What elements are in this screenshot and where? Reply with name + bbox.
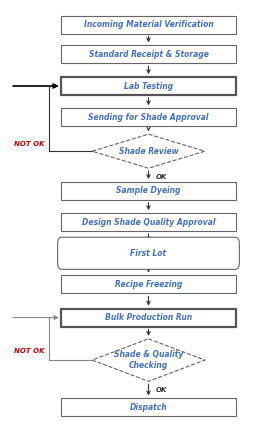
Text: NOT OK: NOT OK xyxy=(14,141,45,147)
Text: Dispatch: Dispatch xyxy=(130,403,167,412)
FancyBboxPatch shape xyxy=(61,182,236,200)
FancyBboxPatch shape xyxy=(61,45,236,63)
FancyBboxPatch shape xyxy=(61,77,236,95)
Text: Shade Review: Shade Review xyxy=(119,147,178,156)
Text: Incoming Material Verification: Incoming Material Verification xyxy=(84,20,213,29)
FancyBboxPatch shape xyxy=(61,276,236,293)
Text: Sending for Shade Approval: Sending for Shade Approval xyxy=(88,113,209,122)
Text: Lab Testing: Lab Testing xyxy=(124,82,173,90)
Text: OK: OK xyxy=(156,174,167,180)
Text: Recipe Freezing: Recipe Freezing xyxy=(115,280,182,289)
FancyBboxPatch shape xyxy=(61,15,236,34)
FancyBboxPatch shape xyxy=(61,398,236,416)
Text: OK: OK xyxy=(156,387,167,393)
Text: First Lot: First Lot xyxy=(130,249,167,258)
Text: Shade & Quality
Checking: Shade & Quality Checking xyxy=(114,350,183,370)
FancyBboxPatch shape xyxy=(61,213,236,231)
Text: Design Shade Quality Approval: Design Shade Quality Approval xyxy=(82,218,215,227)
Text: NOT OK: NOT OK xyxy=(14,347,45,353)
FancyBboxPatch shape xyxy=(58,237,239,269)
FancyBboxPatch shape xyxy=(61,309,236,326)
FancyBboxPatch shape xyxy=(61,108,236,126)
Text: Sample Dyeing: Sample Dyeing xyxy=(116,186,181,195)
Text: Standard Receipt & Storage: Standard Receipt & Storage xyxy=(89,50,208,59)
Text: Bulk Production Run: Bulk Production Run xyxy=(105,313,192,322)
